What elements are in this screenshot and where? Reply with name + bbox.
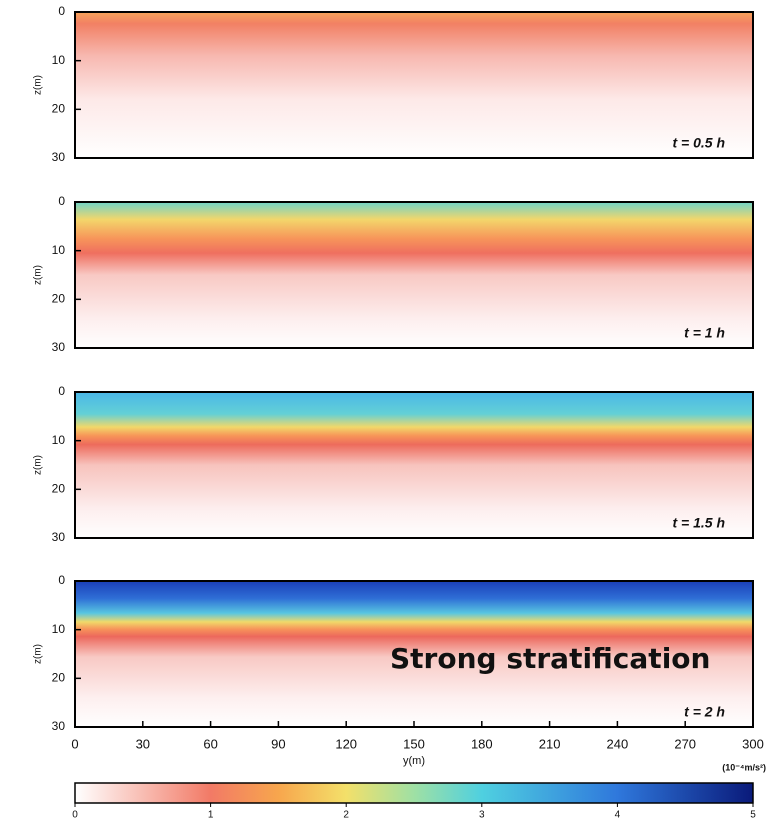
y-axis-label: z(m) <box>33 644 44 664</box>
colorbar-tick-label: 2 <box>343 810 349 821</box>
y-tick-label: 0 <box>58 194 65 208</box>
x-tick-label: 0 <box>71 736 78 751</box>
y-tick-label: 30 <box>52 340 66 354</box>
y-tick-label: 10 <box>52 433 66 447</box>
x-tick-label: 270 <box>674 736 696 751</box>
x-tick-label: 300 <box>742 736 764 751</box>
y-tick-label: 20 <box>52 102 66 116</box>
panel-annotation: t = 1 h <box>684 325 725 341</box>
plot-frame <box>74 201 754 349</box>
heatmap-field <box>75 392 753 538</box>
panel-annotation: t = 0.5 h <box>672 135 725 151</box>
y-tick-label: 10 <box>52 243 66 257</box>
x-tick-label: 150 <box>403 736 425 751</box>
heatmap-field <box>75 202 753 348</box>
colorbar-tick-label: 5 <box>750 810 756 821</box>
panel-annotation: t = 1.5 h <box>672 515 725 531</box>
y-tick-label: 10 <box>52 53 66 67</box>
x-tick-label: 120 <box>335 736 357 751</box>
y-axis-label: z(m) <box>33 455 44 475</box>
y-tick-label: 30 <box>52 530 66 544</box>
heatmap-field <box>75 12 753 158</box>
x-tick-label: 90 <box>271 736 285 751</box>
x-tick-label: 210 <box>539 736 561 751</box>
x-tick-label: 180 <box>471 736 493 751</box>
y-tick-label: 10 <box>52 622 66 636</box>
x-axis-label: y(m) <box>403 755 425 767</box>
y-tick-label: 20 <box>52 482 66 496</box>
colorbar-tick-label: 0 <box>72 810 78 821</box>
colorbar-tick-label: 1 <box>208 810 214 821</box>
colorbar <box>74 782 754 804</box>
y-tick-label: 0 <box>58 4 65 18</box>
y-axis-label: z(m) <box>33 265 44 285</box>
colorbar-tick-label: 3 <box>479 810 485 821</box>
heatmap-field <box>75 581 753 727</box>
x-tick-label: 60 <box>203 736 217 751</box>
colorbar-tick-label: 4 <box>615 810 621 821</box>
plot-frame <box>74 391 754 539</box>
y-tick-label: 30 <box>52 150 66 164</box>
x-tick-label: 240 <box>607 736 629 751</box>
panel-annotation: t = 2 h <box>684 704 725 720</box>
x-tick-label: 30 <box>136 736 150 751</box>
y-tick-label: 0 <box>58 573 65 587</box>
colorbar-label: (10⁻⁴m/s²) <box>722 762 766 772</box>
plot-frame <box>74 11 754 159</box>
y-tick-label: 30 <box>52 719 66 733</box>
y-tick-label: 0 <box>58 384 65 398</box>
y-tick-label: 20 <box>52 671 66 685</box>
callout: Strong stratification <box>390 642 710 675</box>
y-axis-label: z(m) <box>33 75 44 95</box>
y-tick-label: 20 <box>52 292 66 306</box>
